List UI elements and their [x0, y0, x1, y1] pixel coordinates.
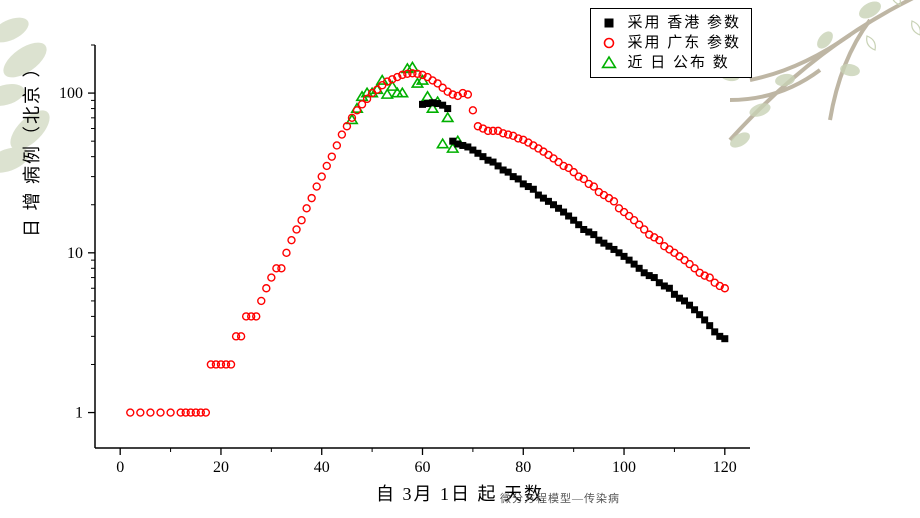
legend-row: 采用 香港 参数	[599, 13, 741, 33]
legend-row: 近 日 公布 数	[599, 53, 741, 73]
svg-text:120: 120	[713, 459, 737, 476]
series-guangdong_params	[127, 70, 729, 416]
legend-marker-icon	[599, 14, 619, 32]
legend: 采用 香港 参数采用 广东 参数近 日 公布 数	[590, 8, 752, 78]
svg-text:40: 40	[314, 459, 330, 476]
svg-text:60: 60	[415, 459, 431, 476]
svg-text:1: 1	[75, 405, 83, 422]
legend-label: 近 日 公布 数	[627, 53, 729, 73]
svg-text:20: 20	[213, 459, 229, 476]
legend-label: 采用 香港 参数	[627, 13, 741, 33]
svg-text:100: 100	[59, 85, 83, 102]
x-axis-label: 自 3月 1日 起 天数	[0, 480, 920, 506]
series-hongkong_params	[419, 99, 728, 342]
legend-row: 采用 广东 参数	[599, 33, 741, 53]
legend-marker-icon	[599, 54, 619, 72]
svg-text:10: 10	[67, 245, 83, 262]
chart-footnote: 微分方程模型—传染病	[500, 490, 620, 506]
svg-text:100: 100	[612, 459, 636, 476]
legend-marker-icon	[599, 34, 619, 52]
svg-text:0: 0	[116, 459, 124, 476]
scatter-plot: 020406080100120110100	[0, 0, 920, 518]
legend-label: 采用 广东 参数	[627, 33, 741, 53]
y-axis-label: 日 增 病例（北京 ）	[18, 58, 44, 238]
chart-container: 020406080100120110100 日 增 病例（北京 ） 自 3月 1…	[0, 0, 920, 518]
svg-text:80: 80	[515, 459, 531, 476]
